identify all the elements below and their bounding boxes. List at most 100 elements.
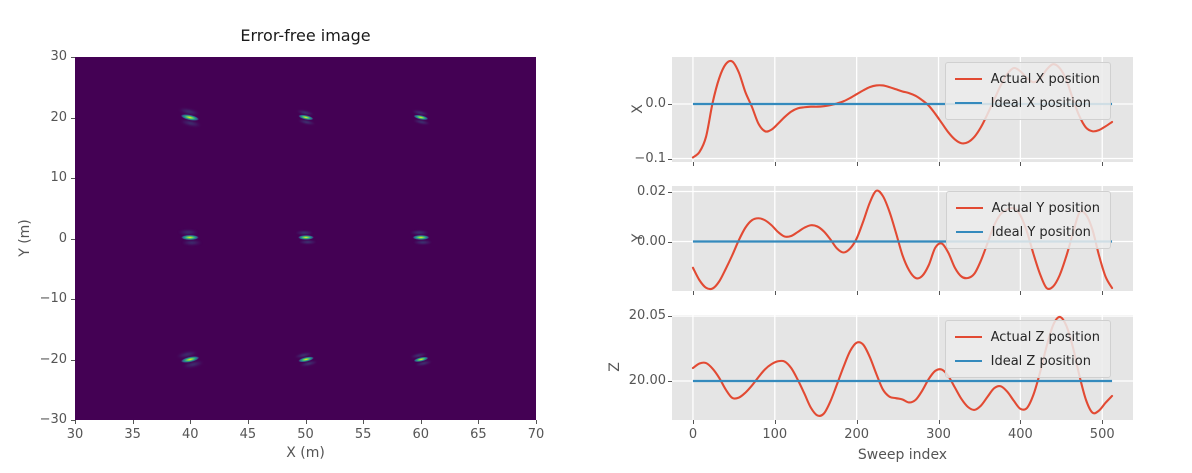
tick-mark [1102, 420, 1104, 424]
legend-label: Actual Y position [991, 200, 1100, 216]
x-tick-label: 30 [66, 427, 84, 442]
tick-mark [692, 291, 694, 295]
legend: Actual X position Ideal X position [944, 62, 1111, 120]
y-tick-label: 20.00 [628, 373, 666, 388]
tick-mark [692, 420, 694, 424]
tick-mark [305, 420, 307, 424]
tick-mark [668, 381, 672, 382]
target-mainlobe [409, 234, 432, 241]
legend-entry: Actual X position [954, 67, 1100, 91]
y-tick-label: 30 [50, 49, 67, 64]
x-tick-label: 60 [412, 427, 430, 442]
legend-entry: Ideal X position [954, 91, 1100, 115]
y-tick-label: 20 [50, 109, 67, 125]
legend-label: Actual Z position [990, 329, 1100, 345]
x-tick-label: 70 [527, 427, 545, 442]
x-tick-label: 100 [762, 427, 788, 442]
target-sidelobe [413, 239, 432, 245]
tick-mark [71, 117, 75, 119]
y-position-subplot: Actual Y position Ideal Y position [672, 186, 1133, 291]
legend-entry: Actual Z position [954, 325, 1100, 349]
tick-mark [190, 420, 192, 424]
left-xaxis-label: X (m) [286, 445, 325, 461]
tick-mark [668, 241, 672, 243]
tick-mark [363, 420, 365, 424]
y-tick-label: −30 [39, 412, 67, 427]
y-tick-label: −10 [39, 291, 67, 306]
tick-mark [1102, 291, 1104, 295]
tick-mark [71, 57, 75, 58]
target-sidelobe [178, 229, 198, 235]
legend: Actual Z position Ideal Z position [944, 320, 1111, 378]
target-sidelobe [298, 239, 316, 245]
left-chart-title: Error-free image [240, 26, 371, 45]
x-tick-label: 45 [239, 427, 257, 442]
x-tick-label: 400 [1007, 427, 1033, 442]
tick-mark [71, 299, 75, 300]
tick-mark [1020, 420, 1022, 424]
tick-mark [536, 420, 537, 424]
x-tick-label: 500 [1089, 427, 1115, 442]
tick-mark [668, 103, 672, 105]
blue-line-swatch [954, 359, 982, 363]
legend-label: Ideal Z position [990, 353, 1091, 369]
target-mainlobe [295, 234, 316, 241]
z-subplot-ylabel: Z [607, 362, 623, 372]
red-line-swatch [954, 77, 982, 81]
y-tick-label: 10 [50, 170, 67, 185]
tick-mark [71, 420, 75, 421]
tick-mark [938, 291, 940, 295]
x-tick-label: 35 [124, 427, 141, 442]
x-tick-label: 40 [181, 427, 199, 442]
error-free-image-axes [75, 57, 536, 420]
plot-canvas [672, 315, 1133, 420]
z-position-subplot: Actual Z position Ideal Z position [672, 315, 1133, 420]
tick-mark [774, 162, 776, 166]
legend-entry: Ideal Z position [954, 349, 1100, 373]
sweep-index-axis-label: Sweep index [857, 447, 948, 463]
tick-mark [247, 420, 249, 424]
x-tick-label: 300 [926, 427, 951, 442]
blue-line-swatch [955, 230, 983, 234]
tick-mark [71, 359, 75, 361]
tick-mark [774, 291, 776, 295]
y-tick-label: 0 [58, 230, 67, 246]
tick-mark [1102, 162, 1104, 166]
y-tick-label: 20.05 [628, 308, 666, 324]
tick-mark [1020, 162, 1022, 166]
x-tick-label: 0 [688, 427, 698, 442]
target-mainlobe [178, 233, 202, 241]
legend-label: Ideal Y position [991, 224, 1091, 240]
tick-mark [478, 420, 480, 424]
x-position-subplot: Actual X position Ideal X position [672, 57, 1133, 162]
legend-entry: Ideal Y position [955, 220, 1100, 244]
tick-mark [692, 162, 694, 166]
actual-position-line [691, 189, 1114, 291]
legend-label: Ideal X position [990, 95, 1091, 111]
x-tick-label: 50 [297, 427, 314, 442]
x-tick-label: 65 [470, 427, 487, 442]
legend: Actual Y position Ideal Y position [945, 191, 1111, 249]
target-sidelobe [409, 230, 428, 235]
tick-mark [132, 420, 134, 424]
tick-mark [856, 420, 858, 424]
tick-mark [420, 420, 422, 424]
tick-mark [668, 191, 672, 193]
target-sidelobe [182, 240, 202, 245]
y-tick-label: 0.02 [637, 183, 666, 199]
legend-label: Actual X position [990, 71, 1100, 87]
tick-mark [856, 291, 858, 295]
red-line-swatch [955, 206, 983, 210]
y-tick-label: −20 [39, 351, 67, 367]
tick-mark [668, 158, 672, 160]
tick-mark [668, 316, 672, 318]
tick-mark [75, 420, 76, 424]
legend-entry: Actual Y position [955, 196, 1100, 220]
y-tick-label: −0.1 [634, 150, 666, 166]
tick-mark [856, 162, 858, 166]
tick-mark [1020, 291, 1022, 295]
tick-mark [938, 162, 940, 166]
y-tick-label: 0.0 [645, 95, 666, 111]
tick-mark [71, 238, 75, 240]
